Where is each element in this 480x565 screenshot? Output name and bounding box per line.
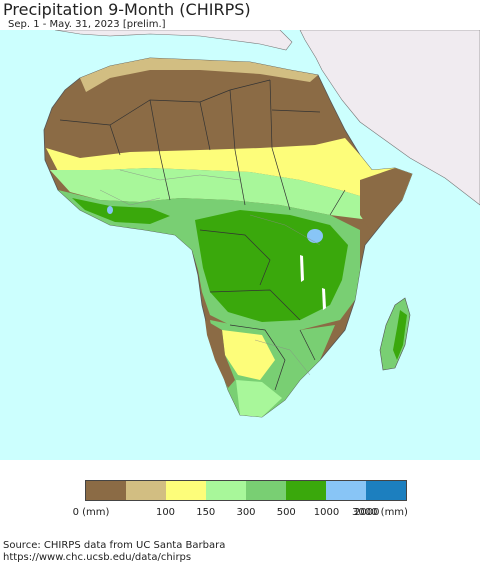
legend-label-0: 0 (mm) bbox=[72, 507, 110, 518]
legend-color-bar bbox=[85, 480, 407, 501]
legend-label-5: 1000 bbox=[313, 507, 340, 518]
lake-volta bbox=[107, 206, 113, 214]
legend-swatch-3 bbox=[206, 481, 246, 500]
legend-label-3: 300 bbox=[236, 507, 256, 518]
source-url: https://www.chc.ucsb.edu/data/chirps bbox=[3, 552, 192, 563]
region-borders bbox=[99, 169, 321, 376]
map-title: Precipitation 9-Month (CHIRPS) bbox=[3, 0, 251, 19]
north-africa-coast bbox=[80, 58, 318, 92]
legend-swatch-1 bbox=[126, 481, 166, 500]
precipitation-map bbox=[0, 30, 480, 460]
legend-swatch-2 bbox=[166, 481, 206, 500]
legend-label-6: 2000 bbox=[354, 507, 380, 518]
west-coast-green bbox=[72, 198, 170, 224]
sahel-band bbox=[46, 138, 412, 202]
legend-label-2: 150 bbox=[196, 507, 216, 518]
lake-malawi bbox=[322, 288, 326, 310]
legend-label-1: 100 bbox=[155, 507, 176, 518]
lake-tanganyika bbox=[300, 255, 304, 282]
europe-landmass bbox=[54, 30, 293, 51]
legend-swatch-5 bbox=[286, 481, 326, 500]
horn-of-africa bbox=[360, 168, 412, 230]
source-credit: Source: CHIRPS data from UC Santa Barbar… bbox=[3, 540, 225, 564]
legend-labels: 0 (mm) 100 150 300 500 1000 2000 3000 (mm) bbox=[0, 507, 480, 521]
legend-swatch-7 bbox=[366, 481, 406, 500]
middle-east-landmass bbox=[299, 30, 480, 206]
source-line: Source: CHIRPS data from UC Santa Barbar… bbox=[3, 540, 226, 551]
legend-swatch-0 bbox=[86, 481, 126, 500]
legend-swatch-4 bbox=[246, 481, 286, 500]
legend-swatch-6 bbox=[326, 481, 366, 500]
kalahari-yellow bbox=[222, 330, 275, 380]
legend-label-7: 3000 (mm) bbox=[352, 507, 408, 518]
madagascar-east bbox=[393, 310, 407, 360]
namib-desert bbox=[205, 320, 235, 388]
country-borders bbox=[59, 79, 346, 391]
map-subtitle: Sep. 1 - May. 31, 2023 [prelim.] bbox=[8, 19, 166, 30]
sahel-light-green bbox=[50, 168, 380, 220]
legend-label-4: 500 bbox=[276, 507, 296, 518]
lake-victoria bbox=[307, 229, 323, 243]
south-coast-light bbox=[236, 380, 282, 417]
